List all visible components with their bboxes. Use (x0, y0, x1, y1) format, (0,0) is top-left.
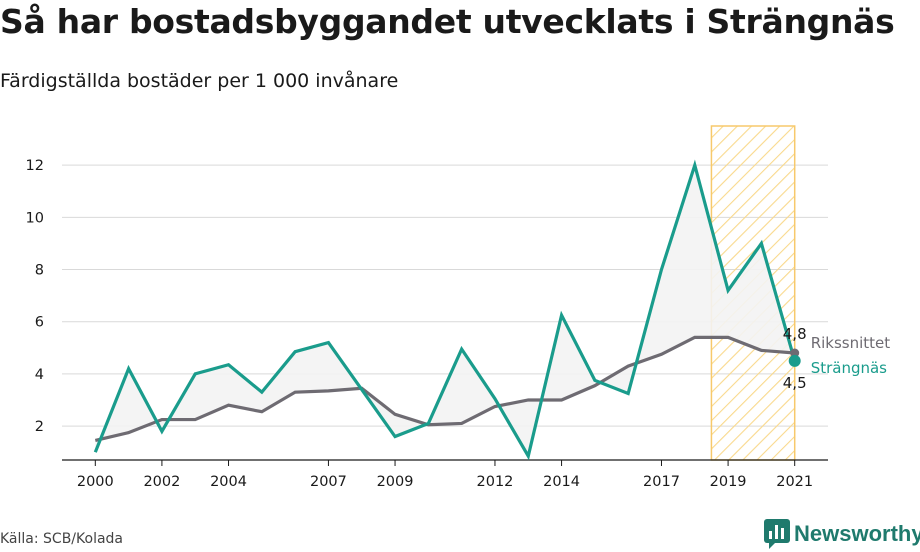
y-tick-label-6: 6 (35, 315, 44, 331)
x-tick-label-2019: 2019 (710, 474, 747, 490)
x-tick-label-2014: 2014 (543, 474, 580, 490)
chart-subtitle: Färdigställda bostäder per 1 000 invånar… (0, 70, 399, 92)
y-tick-label-4: 4 (35, 367, 44, 383)
brand-name: Newsworthy (794, 521, 920, 546)
x-tick-label-2009: 2009 (377, 474, 414, 490)
y-tick-label-10: 10 (26, 210, 44, 226)
x-tick-label-2004: 2004 (210, 474, 247, 490)
series-line-strangnas (93, 159, 797, 461)
series-label-riksnittet: Rikssnittet (811, 334, 891, 352)
newsworthy-logo[interactable]: Newsworthy (764, 519, 920, 549)
area-between-series (95, 165, 795, 457)
chart-title: Så har bostadsbyggandet utvecklats i Str… (0, 2, 895, 41)
x-tick-label-2007: 2007 (310, 474, 347, 490)
x-tick-label-2000: 2000 (77, 474, 114, 490)
x-tick-label-2021: 2021 (776, 474, 813, 490)
source-note: Källa: SCB/Kolada (0, 531, 124, 547)
series-line-riksnittet (94, 335, 795, 442)
y-tick-label-8: 8 (35, 263, 44, 279)
x-tick-label-2012: 2012 (477, 474, 514, 490)
end-value-strangnas: 4,5 (783, 374, 807, 392)
y-tick-label-2: 2 (35, 419, 44, 435)
x-tick-label-2017: 2017 (643, 474, 680, 490)
newsworthy-logo-icon (764, 519, 790, 549)
end-point-strangnas (788, 354, 801, 367)
end-point-riksnittet (790, 348, 800, 358)
series-label-strangnas: Strängnäs (811, 359, 887, 377)
end-value-riksnittet: 4,8 (783, 325, 807, 343)
y-tick-label-12: 12 (26, 158, 44, 174)
x-tick-label-2002: 2002 (143, 474, 180, 490)
